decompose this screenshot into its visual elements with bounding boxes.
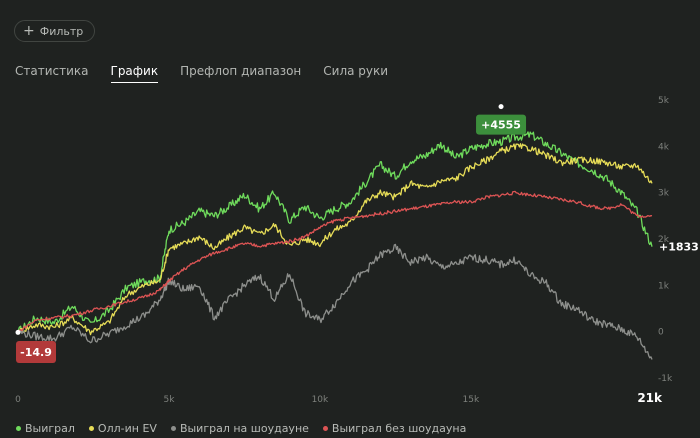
series-line-1 (17, 143, 653, 336)
legend-dot-showdown (170, 426, 176, 431)
tab-hand-strength[interactable]: Сила руки (323, 64, 389, 78)
legend-item-allin-ev[interactable]: Олл-ин EV (88, 422, 157, 435)
legend-label-won: Выиграл (25, 422, 75, 435)
legend-label-non-showdown: Выиграл без шоудауна (331, 422, 467, 435)
peak-marker (498, 104, 504, 110)
y-tick-label: -1k (658, 374, 673, 384)
x-tick-label: 0 (15, 395, 21, 405)
legend-dot-allin-ev (88, 426, 94, 431)
y-tick-label: 0 (658, 328, 664, 338)
start-label-box (16, 341, 56, 363)
tab-bar: Статистика График Префлоп диапазон Сила … (15, 64, 410, 83)
legend-label-allin-ev: Олл-ин EV (97, 422, 157, 435)
x-tick-label: 10k (312, 395, 329, 405)
y-tick-label: 1k (658, 281, 670, 291)
y-tick-label: 3k (658, 189, 670, 199)
start-marker (15, 329, 21, 335)
tab-graph[interactable]: График (110, 64, 159, 83)
plus-icon: + (23, 23, 35, 39)
series-line-2 (17, 243, 653, 360)
x-tick-label: 15k (463, 395, 480, 405)
start-label: -14.9 (20, 346, 52, 359)
series-line-3 (17, 190, 653, 333)
peak-label-box (476, 114, 527, 135)
series-line-0 (17, 131, 653, 333)
end-label: +1833 (659, 241, 699, 254)
chart-legend: Выиграл Олл-ин EV Выиграл на шоудауне Вы… (16, 422, 466, 435)
legend-dot-won (16, 426, 21, 431)
tab-statistics[interactable]: Статистика (15, 64, 89, 78)
y-tick-label: 4k (658, 142, 670, 152)
y-tick-label: 5k (658, 96, 670, 106)
x-tick-label: 21k (637, 391, 663, 405)
filter-label: Фильтр (39, 24, 84, 38)
filter-button[interactable]: + Фильтр (14, 20, 96, 42)
legend-dot-non-showdown (322, 426, 328, 431)
peak-label: +4555 (481, 119, 521, 132)
y-tick-label: 2k (658, 235, 670, 245)
legend-label-showdown: Выиграл на шоудауне (179, 422, 309, 435)
legend-item-non-showdown[interactable]: Выиграл без шоудауна (322, 422, 467, 435)
legend-item-showdown[interactable]: Выиграл на шоудауне (170, 422, 309, 435)
legend-item-won[interactable]: Выиграл (16, 422, 75, 435)
x-tick-label: 5k (163, 395, 175, 405)
tab-preflop-range[interactable]: Префлоп диапазон (180, 64, 302, 78)
